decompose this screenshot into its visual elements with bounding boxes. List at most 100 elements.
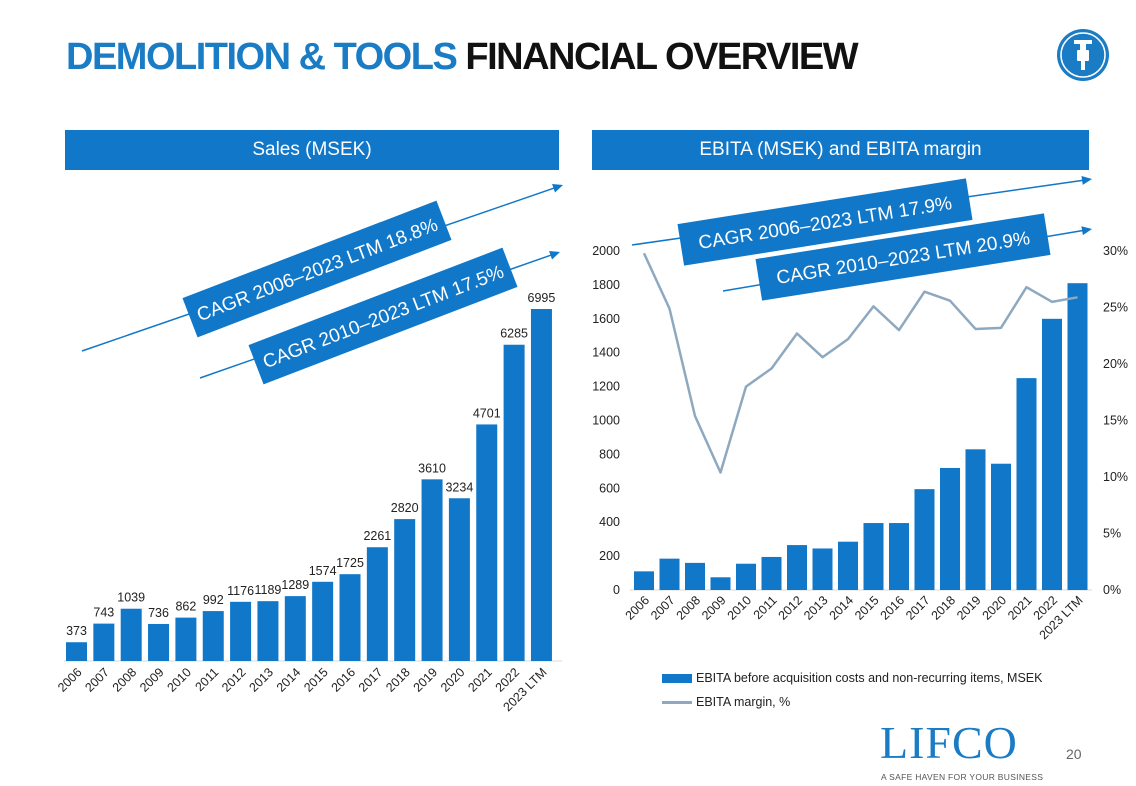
ebita-bar [659, 558, 680, 590]
ebita-x-tick-label: 2007 [648, 593, 678, 623]
ebita-y-right-tick-label: 15% [1103, 414, 1128, 428]
ebita-x-tick-label: 2014 [827, 593, 857, 623]
ebita-bar [1067, 283, 1088, 590]
sales-data-label: 6285 [500, 327, 528, 341]
sales-data-label: 1725 [336, 556, 364, 570]
ebita-y-right-tick-label: 20% [1103, 357, 1128, 371]
ebita-y-left-tick-label: 800 [599, 447, 620, 461]
lifco-logo: LIFCO [880, 717, 1018, 768]
ebita-y-left-tick-label: 0 [613, 583, 620, 597]
sales-data-label: 1176 [227, 584, 254, 598]
ebita-y-left-tick-label: 200 [599, 549, 620, 563]
ebita-y-left-tick-label: 2000 [592, 244, 620, 258]
sales-bar [120, 608, 142, 661]
sales-bar [66, 642, 87, 661]
sales-data-label: 992 [203, 593, 224, 607]
ebita-margin-line [642, 252, 1078, 474]
ebita-y-left-tick-label: 400 [599, 515, 620, 529]
ebita-x-tick-label: 2016 [878, 593, 908, 623]
sales-cagr-banner-2-box [248, 247, 518, 385]
sales-data-label: 6995 [528, 291, 556, 305]
ebita-bar [685, 562, 705, 590]
sales-data-label: 862 [175, 600, 196, 614]
sales-chart-title: Sales (MSEK) [252, 139, 372, 160]
sales-data-label: 736 [148, 606, 169, 620]
legend-line-swatch [662, 700, 692, 704]
ebita-x-tick-label: 2015 [852, 593, 882, 623]
ebita-y-right-tick-label: 25% [1103, 301, 1128, 315]
ebita-bar [940, 467, 960, 590]
ebita-bar [965, 449, 986, 590]
ebita-bar [863, 523, 884, 590]
sales-data-label: 1189 [255, 583, 282, 597]
ebita-cagr-arrow-1-head [1081, 175, 1092, 185]
sales-data-label: 373 [66, 624, 87, 638]
ebita-y-left-tick-label: 1800 [592, 278, 620, 292]
page-title: DEMOLITION & TOOLS FINANCIAL OVERVIEW [66, 36, 859, 79]
sales-bar [202, 611, 224, 661]
legend-item-ebita: EBITA before acquisition costs and non-r… [662, 671, 1042, 685]
ebita-y-left-tick-label: 1200 [592, 380, 620, 394]
sales-bar [448, 498, 470, 661]
sales-data-label: 743 [93, 606, 114, 620]
ebita-x-tick-label: 2010 [725, 593, 755, 623]
page-title-segment: DEMOLITION & TOOLS [66, 36, 458, 78]
ebita-bar [736, 563, 756, 590]
ebita-bar [914, 489, 935, 590]
ebita-bar [991, 463, 1011, 590]
ebita-y-right-tick-label: 10% [1103, 470, 1128, 484]
sales-data-label: 2261 [363, 529, 391, 543]
page-number: 20 [1066, 746, 1082, 762]
ebita-y-right-tick-label: 5% [1103, 527, 1121, 541]
ebita-x-tick-label: 2017 [903, 593, 933, 623]
ebita-bar [634, 571, 654, 590]
sales-bar [421, 479, 443, 661]
sales-bar [257, 601, 279, 661]
sales-bar [339, 574, 361, 661]
ebita-cagr-banner-1-box [677, 178, 973, 266]
ebita-y-left-tick-label: 1400 [592, 346, 620, 360]
page-title-segment-2: FINANCIAL OVERVIEW [465, 36, 858, 78]
legend-label-margin: EBITA margin, % [696, 695, 791, 709]
sales-bar [148, 623, 170, 661]
sales-bar [394, 519, 416, 661]
sales-data-label: 1039 [117, 591, 145, 605]
sales-chart-header: Sales (MSEK) [65, 130, 559, 170]
sales-cagr-arrow-2-head [549, 251, 560, 260]
ebita-bar [1042, 318, 1062, 590]
ebita-plot: 0 200 400 600 800 1000 1200 1400 1600 1800 2000 0% 5… [592, 244, 1128, 642]
ebita-x-tick-label: 2008 [674, 593, 704, 623]
sales-bar [530, 309, 552, 661]
sales-cagr-banner-1-box [182, 200, 452, 338]
ebita-chart-title: EBITA (MSEK) and EBITA margin [699, 139, 982, 160]
ebita-chart-header: EBITA (MSEK) and EBITA margin [592, 130, 1089, 170]
ebita-x-tick-label: 2018 [929, 593, 959, 623]
sales-data-label: 4701 [473, 406, 501, 420]
sales-bar [93, 623, 115, 661]
sales-bar [312, 581, 334, 661]
ebita-cagr-arrow-2-head [1081, 226, 1092, 236]
sales-data-label: 1289 [281, 578, 309, 592]
legend-label-ebita: EBITA before acquisition costs and non-r… [696, 671, 1043, 685]
ebita-y-left-tick-label: 600 [599, 481, 620, 495]
ebita-x-tick-label: 2021 [1005, 593, 1035, 623]
ebita-x-tick-label: 2006 [623, 593, 653, 623]
sales-bar [284, 596, 306, 661]
lifco-tagline: A SAFE HAVEN FOR YOUR BUSINESS [881, 772, 1044, 782]
ebita-bar [787, 545, 807, 590]
sales-data-label: 3234 [445, 480, 473, 494]
sales-bar [366, 547, 388, 661]
ebita-x-tick-label: 2020 [980, 593, 1010, 623]
legend-item-margin: EBITA margin, % [662, 695, 790, 709]
jackhammer-icon [1057, 29, 1109, 81]
ebita-bar [812, 548, 833, 590]
sales-data-label: 1574 [309, 564, 337, 578]
sales-bar [476, 424, 498, 661]
sales-data-label: 2820 [391, 501, 419, 515]
ebita-y-right-tick-label: 30% [1103, 244, 1128, 258]
ebita-x-tick-label: 2009 [699, 593, 729, 623]
ebita-x-tick-label: 2013 [801, 593, 831, 623]
ebita-cagr-banner-2-box [755, 213, 1051, 301]
sales-bar [175, 617, 197, 661]
